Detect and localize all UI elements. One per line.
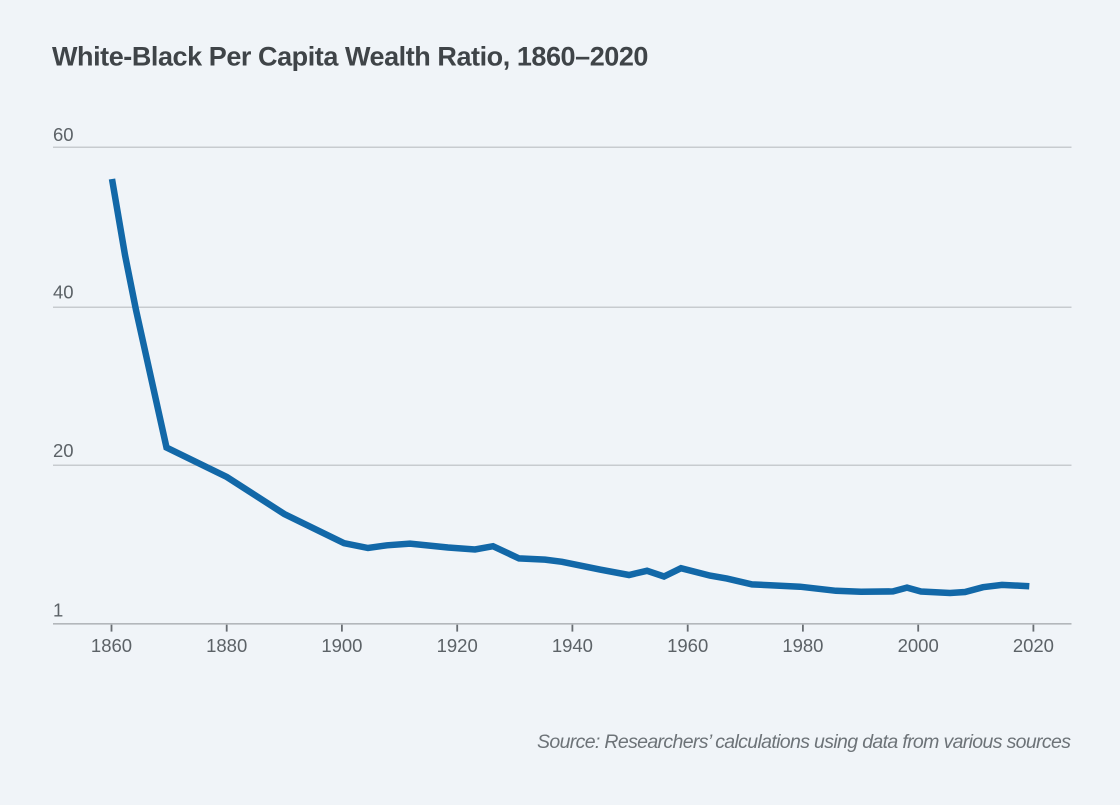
- svg-text:2020: 2020: [1013, 635, 1054, 656]
- svg-text:20: 20: [53, 440, 74, 461]
- svg-text:1: 1: [53, 600, 63, 621]
- svg-text:1960: 1960: [667, 635, 708, 656]
- svg-text:1880: 1880: [206, 635, 247, 656]
- svg-text:Source: Researchers’ calculati: Source: Researchers’ calculations using …: [537, 731, 1071, 753]
- svg-text:2000: 2000: [898, 635, 939, 656]
- svg-text:1940: 1940: [552, 635, 593, 656]
- svg-text:White-Black Per Capita Wealth: White-Black Per Capita Wealth Ratio, 186…: [52, 42, 648, 72]
- svg-text:1900: 1900: [321, 635, 362, 656]
- svg-text:1860: 1860: [91, 635, 132, 656]
- svg-text:60: 60: [53, 124, 74, 145]
- svg-text:40: 40: [53, 282, 74, 303]
- svg-text:1920: 1920: [437, 635, 478, 656]
- svg-text:1980: 1980: [782, 635, 823, 656]
